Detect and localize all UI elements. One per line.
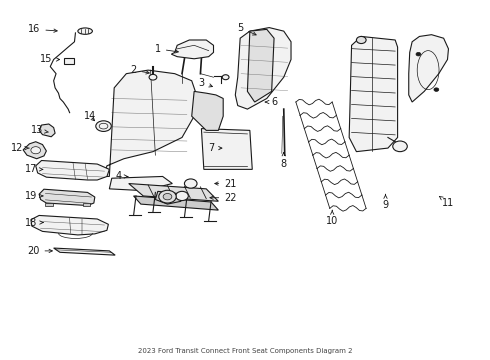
Text: 19: 19 bbox=[25, 191, 43, 201]
Polygon shape bbox=[235, 28, 291, 109]
Polygon shape bbox=[192, 91, 223, 130]
Polygon shape bbox=[247, 30, 274, 102]
Circle shape bbox=[222, 75, 229, 80]
Text: 1: 1 bbox=[155, 44, 178, 54]
FancyBboxPatch shape bbox=[64, 58, 74, 64]
Text: 9: 9 bbox=[382, 194, 389, 210]
Polygon shape bbox=[349, 36, 397, 152]
Polygon shape bbox=[31, 215, 108, 235]
Polygon shape bbox=[23, 142, 47, 159]
Bar bbox=[46, 203, 53, 206]
Text: 7: 7 bbox=[208, 143, 222, 153]
Text: 22: 22 bbox=[210, 193, 237, 203]
Polygon shape bbox=[39, 189, 95, 206]
Text: 12: 12 bbox=[11, 143, 29, 153]
Circle shape bbox=[434, 88, 439, 91]
Circle shape bbox=[393, 141, 407, 152]
Circle shape bbox=[149, 75, 157, 80]
Text: 2: 2 bbox=[130, 65, 149, 75]
Bar bbox=[83, 203, 90, 206]
Circle shape bbox=[416, 53, 421, 56]
Text: 3: 3 bbox=[198, 77, 213, 87]
Text: 17: 17 bbox=[24, 165, 43, 174]
Ellipse shape bbox=[78, 28, 93, 34]
Polygon shape bbox=[109, 176, 172, 191]
Text: 14: 14 bbox=[84, 111, 96, 121]
Circle shape bbox=[159, 190, 176, 203]
Text: 15: 15 bbox=[40, 54, 60, 64]
Text: 13: 13 bbox=[30, 125, 49, 135]
Polygon shape bbox=[104, 70, 196, 176]
Circle shape bbox=[356, 36, 366, 44]
Text: 6: 6 bbox=[265, 97, 277, 107]
Circle shape bbox=[31, 147, 41, 154]
Text: 21: 21 bbox=[215, 179, 237, 189]
Text: 4: 4 bbox=[116, 171, 128, 181]
Text: 20: 20 bbox=[27, 246, 52, 256]
Circle shape bbox=[176, 192, 188, 201]
Circle shape bbox=[163, 193, 172, 200]
Text: 5: 5 bbox=[237, 23, 256, 35]
Polygon shape bbox=[36, 161, 109, 180]
Polygon shape bbox=[129, 184, 219, 201]
Polygon shape bbox=[409, 35, 448, 102]
Polygon shape bbox=[134, 196, 219, 210]
Text: 18: 18 bbox=[25, 217, 43, 228]
Text: 16: 16 bbox=[28, 24, 57, 34]
Polygon shape bbox=[201, 129, 252, 169]
Polygon shape bbox=[53, 248, 115, 255]
Text: 11: 11 bbox=[440, 196, 455, 208]
Circle shape bbox=[184, 179, 197, 188]
Polygon shape bbox=[172, 40, 214, 59]
Text: 2023 Ford Transit Connect Front Seat Components Diagram 2: 2023 Ford Transit Connect Front Seat Com… bbox=[138, 348, 352, 354]
Text: 8: 8 bbox=[281, 153, 287, 169]
Ellipse shape bbox=[96, 121, 111, 131]
Text: 10: 10 bbox=[326, 210, 338, 226]
Polygon shape bbox=[39, 124, 55, 137]
Polygon shape bbox=[155, 192, 181, 204]
